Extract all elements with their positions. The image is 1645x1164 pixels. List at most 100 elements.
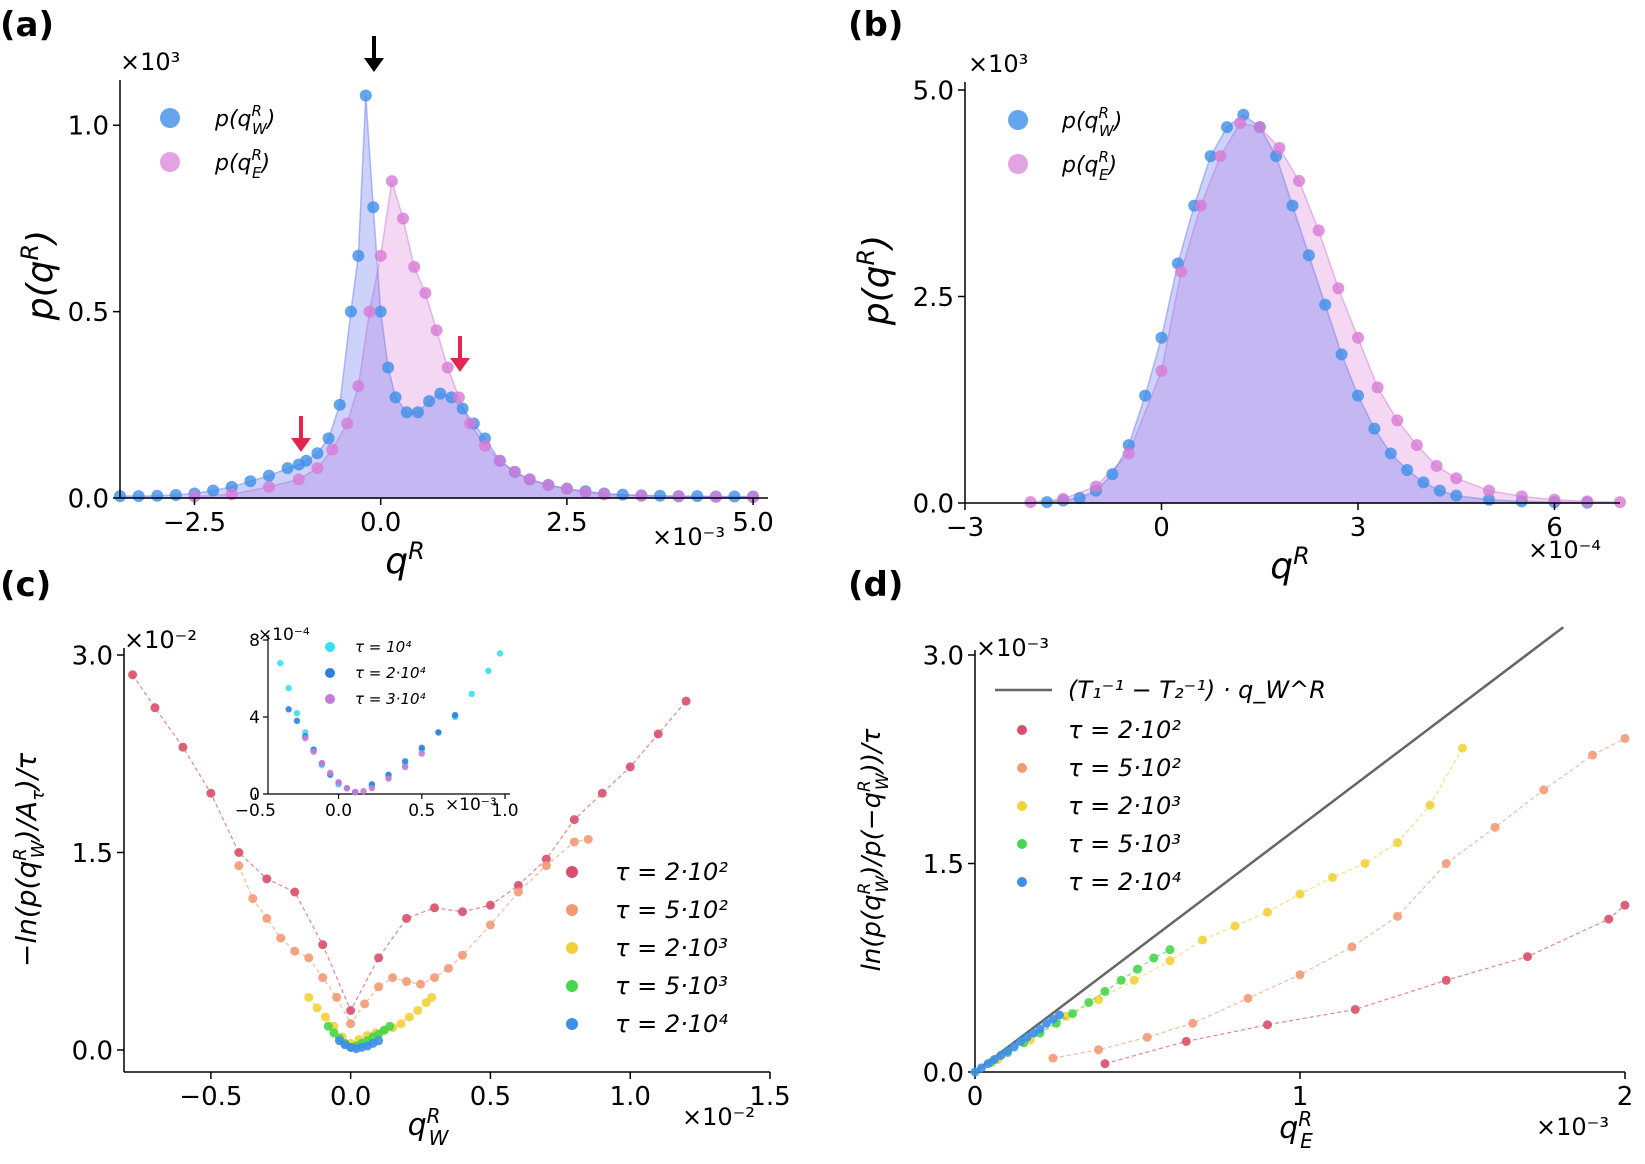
inset-legend-marker [325, 668, 335, 678]
data-point [1384, 447, 1397, 460]
panel-a-y-multiplier: ×10³ [120, 48, 180, 76]
data-point [983, 1059, 993, 1069]
inset-legend-marker [325, 694, 335, 704]
legend-c-label: τ = 2·10³ [615, 934, 728, 962]
data-point [441, 361, 454, 374]
data-point [1332, 282, 1345, 295]
y-tick-label: 1.0 [68, 112, 109, 142]
data-point [1441, 859, 1451, 868]
data-point [1057, 492, 1070, 505]
data-point [457, 950, 467, 960]
data-point [293, 717, 301, 725]
data-point [397, 212, 410, 225]
panel-label-b: (b) [848, 5, 903, 45]
legend-d-label: (T₁⁻¹ − T₂⁻¹) · q_W^R [1068, 676, 1326, 704]
data-point [401, 763, 409, 771]
data-point [207, 484, 220, 497]
x-tick-label: 1 [1292, 1082, 1309, 1112]
panel-d-y-multiplier: ×10⁻³ [976, 634, 1049, 662]
data-point [311, 447, 324, 460]
y-tick-label: 1.5 [72, 839, 113, 869]
data-point [990, 1054, 999, 1064]
data-point [1090, 480, 1102, 493]
x-tick-label: −3 [946, 513, 984, 543]
data-point [1048, 1053, 1058, 1063]
x-tick-label: 0.0 [330, 1082, 371, 1112]
data-point [430, 973, 440, 983]
y-tick-label: 0.0 [923, 1058, 964, 1088]
legend-d-marker [1017, 801, 1027, 811]
data-point [654, 489, 666, 502]
data-point [346, 1019, 356, 1029]
data-point [635, 489, 648, 502]
data-point [402, 913, 412, 923]
data-point [292, 473, 305, 486]
x-tick-label: 5.0 [732, 508, 773, 538]
inset-legend-marker [325, 642, 335, 652]
data-point [276, 933, 286, 943]
x-tick-label: −0.5 [179, 1082, 242, 1112]
data-point [302, 734, 309, 742]
data-point [188, 490, 201, 503]
data-point [1417, 476, 1430, 489]
panel-b-y-multiplier: ×10³ [968, 50, 1028, 78]
data-point [352, 788, 359, 796]
panel-d-ylabel: ln(p(qRW)/p(−qRW))/τ [855, 728, 893, 971]
y-tick-label: 0.0 [913, 489, 954, 519]
data-point [1133, 964, 1142, 974]
data-point [388, 973, 398, 983]
data-point [1312, 224, 1325, 237]
data-point [485, 920, 495, 930]
data-point [385, 1021, 395, 1031]
inset-x-tick-label: 0.5 [408, 801, 435, 821]
series-line [132, 674, 687, 1012]
data-point [402, 977, 412, 987]
data-point [335, 779, 342, 786]
data-point [352, 249, 365, 262]
panel-c-legend: τ = 2·10² τ = 5·10² τ = 2·10³ τ = 5·10³ τ = … [566, 858, 728, 1038]
data-point [1009, 1042, 1019, 1052]
legend-d-label: τ = 2·10³ [1068, 792, 1181, 820]
panel-c-y-multiplier: ×10⁻² [124, 626, 197, 654]
inset-y-tick-label: 4 [249, 708, 260, 728]
data-point [1263, 1020, 1272, 1030]
data-point [312, 1003, 322, 1013]
data-point [421, 998, 431, 1008]
data-point [434, 387, 447, 400]
data-point [1194, 199, 1207, 212]
data-point [178, 742, 188, 752]
legend-c-label: τ = 2·10² [615, 858, 728, 886]
data-point [322, 432, 335, 445]
data-point [1122, 447, 1135, 460]
data-point [1175, 265, 1188, 278]
data-point [234, 848, 244, 857]
data-point [1263, 907, 1272, 917]
data-point [346, 1006, 356, 1015]
data-point [468, 690, 475, 698]
data-point [359, 89, 372, 102]
arrow-red-left [291, 416, 311, 452]
data-point [281, 462, 294, 475]
panel-d: (d) 0 1 2 0.0 1.5 3.0 ×10⁻³ ×10⁻³ qR E ln(p(qR… [848, 565, 1633, 1153]
legend-d-label: τ = 2·10² [1068, 716, 1181, 744]
data-point [513, 887, 523, 897]
data-point [234, 861, 244, 871]
data-point [1155, 364, 1168, 377]
panel-a-ylabel: p(qR) [16, 230, 61, 321]
data-point [464, 417, 477, 430]
data-point [320, 1012, 330, 1022]
data-point [277, 659, 284, 667]
x-tick-label: 0 [967, 1082, 984, 1112]
data-point [1022, 1032, 1032, 1042]
data-point [1450, 489, 1463, 502]
data-point [318, 940, 328, 950]
data-point [128, 670, 138, 680]
data-point [1319, 298, 1332, 311]
data-point [672, 490, 685, 503]
data-point [1539, 785, 1549, 795]
x-tick-label: 6 [1546, 513, 1563, 543]
data-point [411, 406, 424, 419]
panel-label-c: (c) [0, 565, 51, 605]
data-point [285, 684, 292, 692]
